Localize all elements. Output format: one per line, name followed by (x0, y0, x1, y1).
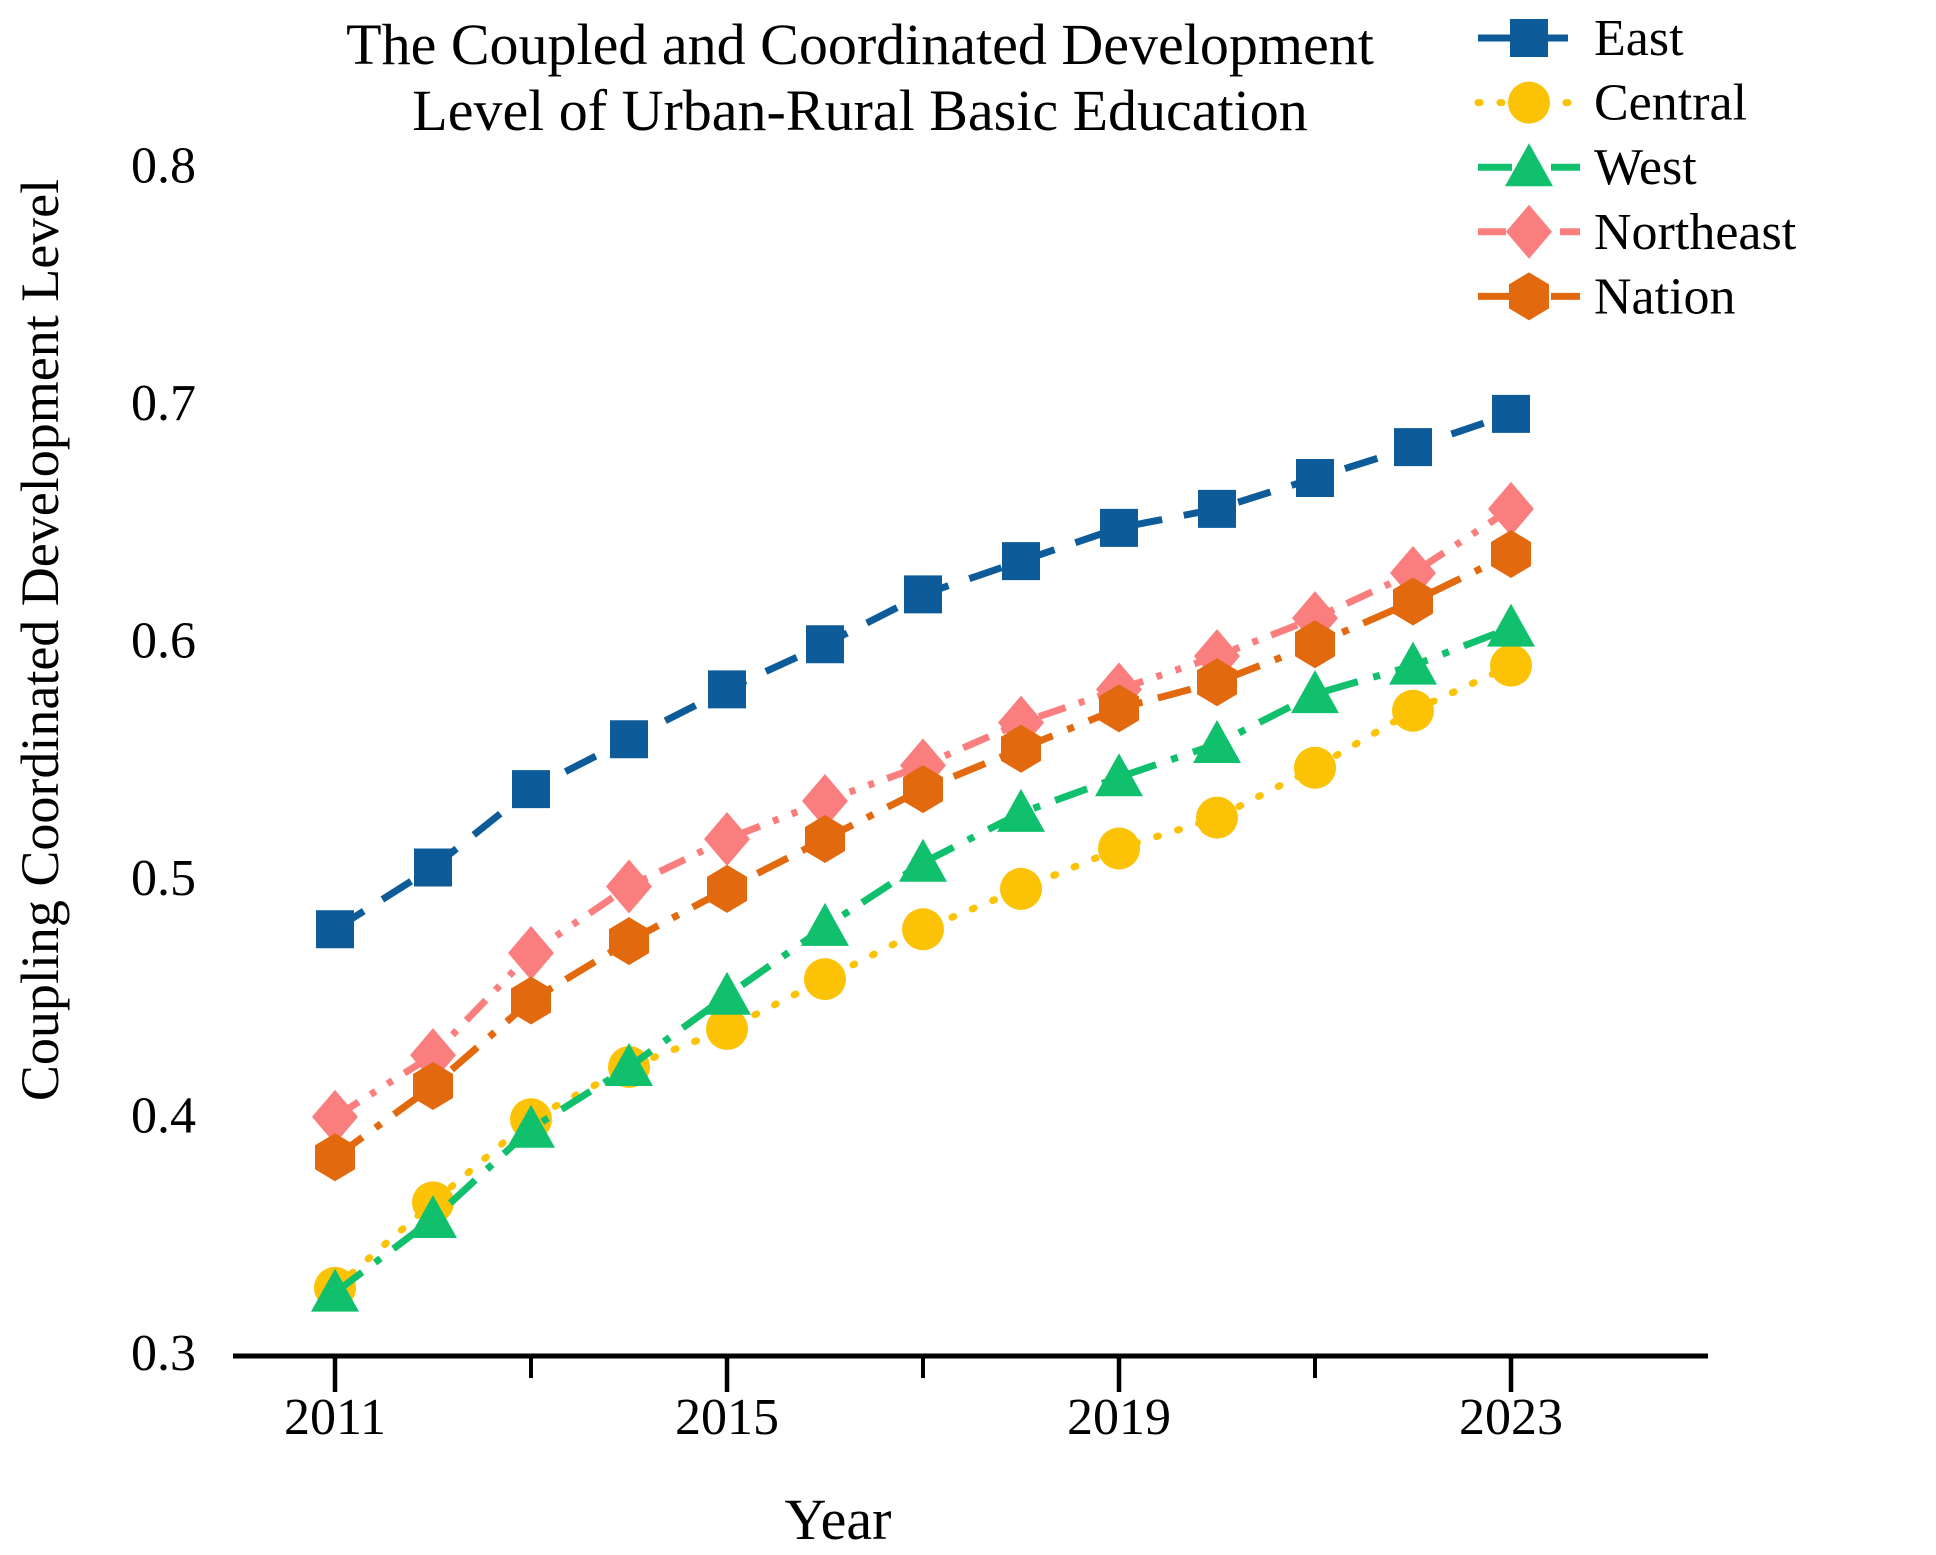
marker-west (801, 902, 849, 946)
legend-marker-northeast (1506, 204, 1552, 259)
marker-east (512, 770, 550, 809)
marker-west (1487, 603, 1535, 647)
y-tick-label: 0.8 (131, 138, 196, 195)
legend-label-west: West (1594, 139, 1697, 196)
chart-title: The Coupled and Coordinated Development … (310, 12, 1410, 143)
marker-east (708, 670, 746, 709)
marker-central (1196, 796, 1238, 839)
legend-label-northeast: Northeast (1594, 204, 1797, 261)
x-tick-label: 2011 (284, 1389, 386, 1446)
marker-east (414, 848, 452, 887)
marker-east (1002, 542, 1040, 581)
marker-west (899, 838, 947, 882)
marker-central (902, 908, 944, 951)
marker-west (703, 971, 751, 1015)
x-tick-label: 2019 (1067, 1389, 1171, 1446)
legend-label-central: Central (1594, 75, 1747, 132)
marker-west (605, 1043, 653, 1086)
marker-central (1294, 746, 1336, 789)
marker-nation (413, 1062, 453, 1110)
legend-label-east: East (1594, 10, 1684, 67)
marker-central (1392, 689, 1434, 732)
marker-northeast (606, 859, 652, 914)
marker-northeast (508, 926, 554, 980)
y-tick-label: 0.3 (131, 1325, 196, 1382)
y-tick-label: 0.7 (131, 375, 196, 432)
marker-nation (511, 976, 551, 1025)
marker-west (507, 1104, 555, 1148)
marker-west (409, 1195, 457, 1238)
x-tick-label: 2023 (1459, 1389, 1563, 1446)
series-line-west (332, 624, 1513, 1296)
marker-west (1291, 670, 1339, 714)
marker-nation (1197, 658, 1237, 707)
legend-marker-central (1508, 81, 1550, 124)
legend-marker-nation (1509, 272, 1549, 321)
x-axis-title: Year (784, 1487, 892, 1552)
y-tick-label: 0.5 (131, 850, 196, 907)
marker-northeast (802, 774, 848, 828)
marker-central (1490, 644, 1532, 687)
marker-nation (609, 917, 649, 966)
marker-east (1394, 428, 1432, 467)
marker-nation (1099, 684, 1139, 733)
marker-nation (315, 1133, 355, 1182)
marker-nation (1393, 577, 1433, 626)
marker-west (997, 788, 1045, 832)
marker-central (1000, 867, 1042, 910)
marker-west (1193, 720, 1241, 763)
marker-nation (707, 864, 747, 913)
marker-east (1198, 489, 1236, 528)
marker-east (1100, 508, 1138, 547)
marker-northeast (410, 1028, 456, 1083)
legend-marker-west (1505, 143, 1553, 187)
marker-northeast (312, 1089, 358, 1144)
marker-west (311, 1268, 359, 1312)
x-tick-label: 2015 (675, 1389, 779, 1446)
marker-east (1296, 459, 1334, 497)
marker-east (1492, 394, 1530, 433)
marker-central (804, 958, 846, 1001)
marker-west (1095, 753, 1143, 797)
marker-nation (1295, 620, 1335, 669)
y-axis-title: Coupling Coordinated Development Level (10, 178, 70, 1102)
marker-central (1098, 827, 1140, 870)
chart-title-line2: Level of Urban-Rural Basic Education (412, 77, 1308, 143)
legend-label-nation: Nation (1594, 268, 1736, 325)
chart-title-line1: The Coupled and Coordinated Development (346, 12, 1374, 77)
marker-nation (1001, 724, 1041, 773)
marker-nation (805, 815, 845, 863)
marker-nation (903, 765, 943, 814)
marker-east (610, 720, 648, 759)
marker-east (316, 910, 354, 949)
marker-nation (1491, 530, 1531, 578)
legend-marker-east (1510, 19, 1548, 57)
y-tick-label: 0.6 (131, 613, 196, 670)
y-tick-label: 0.4 (131, 1088, 196, 1145)
marker-east (904, 575, 942, 614)
marker-west (1389, 641, 1437, 685)
marker-northeast (704, 812, 750, 866)
marker-central (706, 1008, 748, 1050)
marker-east (806, 625, 844, 664)
marker-northeast (1488, 481, 1534, 536)
